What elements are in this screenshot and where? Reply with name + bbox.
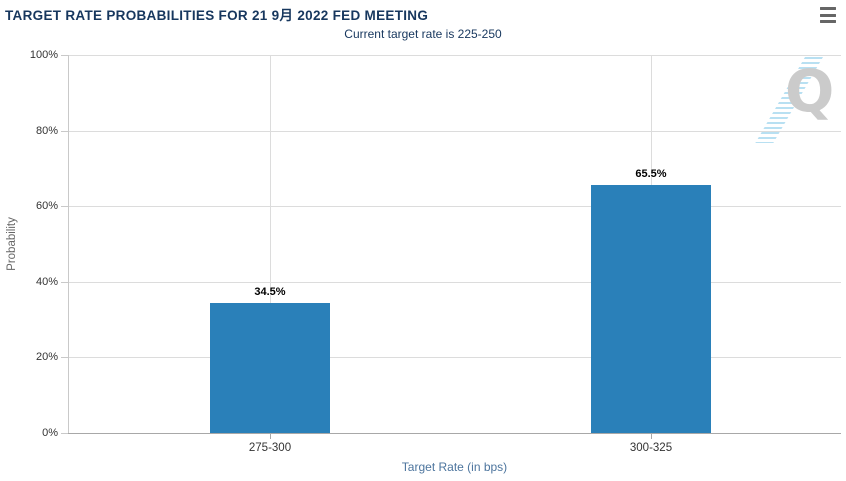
hamburger-icon: [820, 7, 836, 10]
y-axis-tick-label: 80%: [35, 125, 58, 137]
chart-context-menu-button[interactable]: [818, 6, 838, 24]
y-axis-tick-label: 100%: [29, 49, 58, 61]
x-axis-tick: [270, 434, 271, 439]
y-axis-tick: [61, 282, 68, 283]
y-axis-tick-label: 20%: [35, 351, 58, 363]
y-axis-tick: [61, 433, 68, 434]
y-axis-title: Probability: [6, 217, 18, 271]
watermark-q-logo: Q: [785, 57, 835, 125]
bar-300-325[interactable]: [591, 185, 711, 433]
y-gridline: [68, 131, 841, 132]
x-axis-tick: [651, 434, 652, 439]
x-axis-line: [68, 433, 841, 434]
y-axis-tick: [61, 357, 68, 358]
y-gridline: [68, 206, 841, 207]
x-axis-title: Target Rate (in bps): [401, 460, 508, 474]
bar-value-label: 34.5%: [254, 286, 286, 298]
bar-value-label: 65.5%: [635, 168, 667, 180]
y-gridline: [68, 282, 841, 283]
hamburger-icon: [820, 20, 836, 23]
y-gridline: [68, 55, 841, 56]
x-gridline: [270, 55, 271, 433]
bar-275-300[interactable]: [210, 303, 330, 433]
y-axis-tick: [61, 131, 68, 132]
y-axis-tick-label: 40%: [35, 276, 58, 288]
y-axis-tick: [61, 55, 68, 56]
y-axis-line: [68, 55, 69, 433]
y-axis-tick-label: 0%: [42, 427, 58, 439]
hamburger-icon: [820, 13, 836, 17]
chart-subtitle: Current target rate is 225-250: [344, 27, 502, 41]
chart-title: TARGET RATE PROBABILITIES FOR 21 9月 2022…: [5, 8, 429, 23]
y-axis-tick-label: 60%: [35, 200, 58, 212]
x-axis-category-label: 275-300: [248, 442, 292, 454]
x-axis-category-label: 300-325: [629, 442, 673, 454]
y-axis-tick: [61, 206, 68, 207]
y-gridline: [68, 357, 841, 358]
